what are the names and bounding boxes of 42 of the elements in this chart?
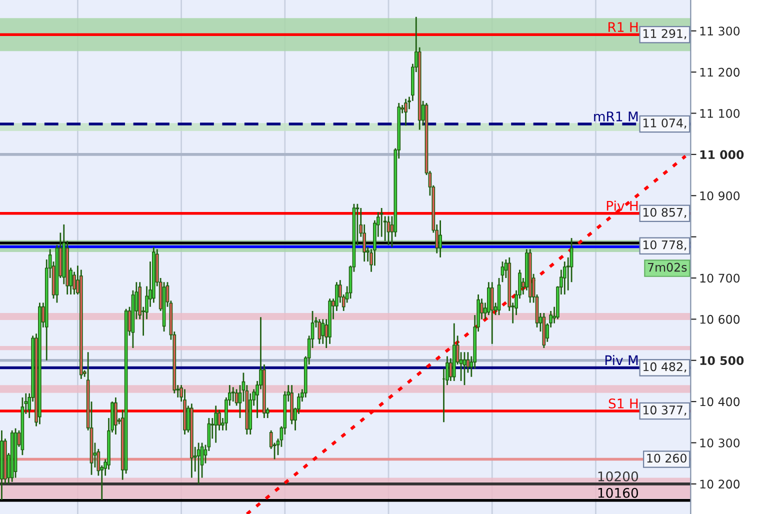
y-tick-label: 10 300 [700, 438, 740, 448]
candlestick [438, 220, 442, 258]
y-tick-label: 11 300 [700, 26, 740, 36]
y-tick-label: 11 100 [700, 108, 740, 118]
annotation: 7m02s [648, 262, 687, 272]
annotation: 10 260 [647, 454, 686, 463]
ref-line-label: mR1 M [594, 112, 638, 122]
ref-line-label: Piv H [606, 200, 638, 211]
candlestick [386, 216, 390, 246]
y-tick-label: 10 700 [700, 274, 740, 283]
y-tick-label: 11 000 [700, 150, 744, 160]
y-tick-label: 10 900 [700, 191, 740, 200]
candlestick [490, 281, 494, 345]
ref-line-label: Piv M [605, 355, 638, 366]
y-tick-label: 11 200 [700, 68, 740, 77]
annotation: 10 778, [643, 240, 686, 251]
annotation: 10 482, [643, 362, 686, 372]
ref-line-label: 10160 [598, 488, 638, 498]
candlestick [318, 318, 322, 345]
candlestick [196, 442, 200, 485]
y-tick-label: 10 200 [700, 480, 740, 489]
candlestick [562, 260, 566, 296]
ref-line-label: 10200 [598, 471, 638, 482]
ref-line-label: R1 H [608, 22, 638, 32]
annotation: 10 857, [643, 208, 686, 218]
candlestick [234, 388, 238, 406]
y-tick-label: 10 600 [700, 314, 740, 324]
y-tick-label: 10 500 [700, 356, 744, 366]
ref-line-label: S1 H [608, 398, 638, 408]
annotation: 10 377, [643, 406, 686, 416]
annotation: 11 074, [643, 118, 686, 129]
candlestick [321, 318, 325, 345]
candlestick [500, 260, 504, 283]
candlestick [231, 386, 235, 402]
annotation: 11 291, [643, 29, 686, 40]
candlestick [114, 396, 118, 436]
candlestick [214, 404, 218, 444]
candlestick [404, 98, 408, 126]
y-tick-label: 10 400 [700, 397, 740, 406]
candlestick [380, 207, 384, 238]
candlestick [462, 351, 466, 386]
candlestick [218, 409, 221, 432]
